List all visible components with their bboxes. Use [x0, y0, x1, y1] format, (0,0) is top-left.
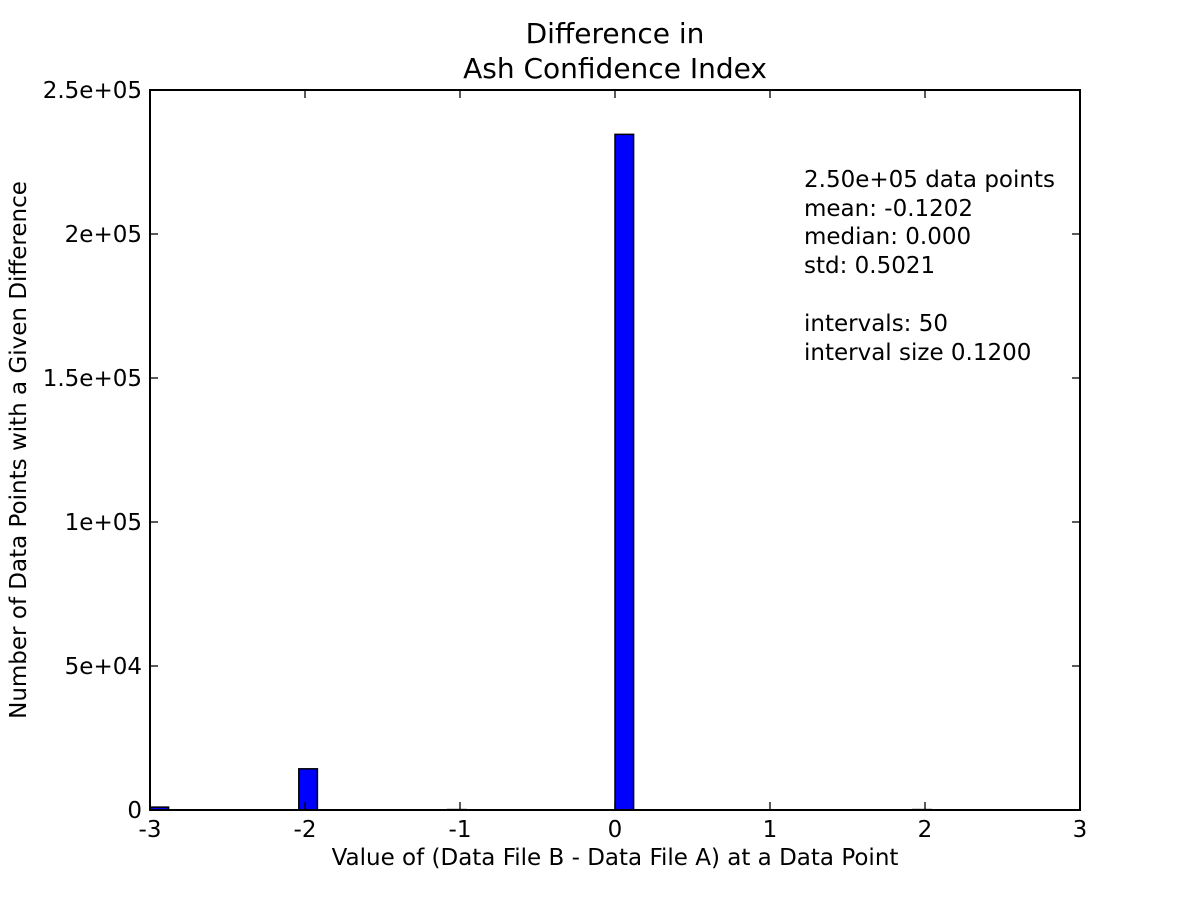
annotation-line: std: 0.5021 [804, 253, 935, 279]
y-tick-label: 0 [127, 798, 142, 824]
chart-title-line-1: Difference in [526, 17, 705, 50]
annotation-line: intervals: 50 [804, 311, 948, 337]
chart-title-line-2: Ash Confidence Index [463, 52, 767, 85]
x-tick-label: -1 [449, 817, 472, 843]
x-tick-label: 0 [608, 817, 623, 843]
annotation-line: mean: -0.1202 [804, 196, 973, 222]
y-tick-labels: 0 5e+04 1e+05 1.5e+05 2e+05 2.5e+05 [43, 78, 142, 824]
y-tick-label: 2.5e+05 [43, 78, 142, 104]
x-tick-label: 2 [918, 817, 933, 843]
annotation-line: interval size 0.1200 [804, 340, 1031, 366]
y-tick-label: 5e+04 [65, 654, 142, 680]
histogram-bar [298, 768, 319, 811]
x-tick-label: 3 [1073, 817, 1088, 843]
x-axis-label: Value of (Data File B - Data File A) at … [332, 845, 899, 871]
plot-frame [149, 89, 1081, 811]
histogram-bar [614, 133, 635, 811]
y-tick-label: 1.5e+05 [43, 366, 142, 392]
annotation-line: median: 0.000 [804, 224, 971, 250]
x-tick-label: -2 [294, 817, 317, 843]
x-tick-label: 1 [763, 817, 778, 843]
chart-title: Difference in Ash Confidence Index [463, 17, 767, 85]
x-tick-label: -3 [139, 817, 162, 843]
stats-annotation: 2.50e+05 data points mean: -0.1202 media… [804, 167, 1055, 366]
y-tick-label: 2e+05 [65, 222, 142, 248]
y-tick-label: 1e+05 [65, 510, 142, 536]
x-tick-labels: -3 -2 -1 0 1 2 3 [139, 817, 1088, 843]
annotation-line: 2.50e+05 data points [804, 167, 1055, 193]
y-axis-label: Number of Data Points with a Given Diffe… [6, 181, 32, 719]
